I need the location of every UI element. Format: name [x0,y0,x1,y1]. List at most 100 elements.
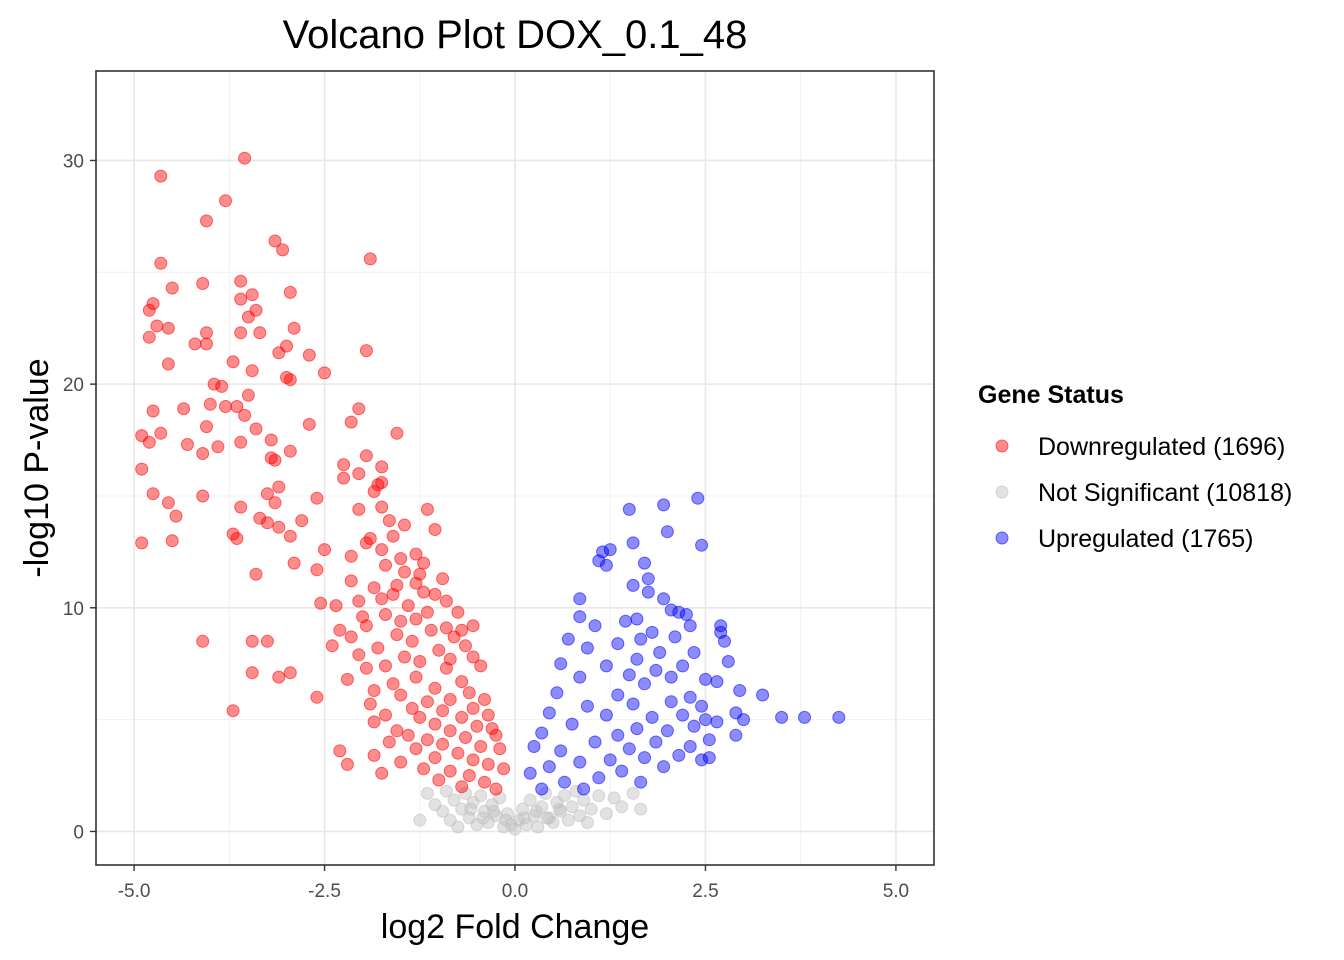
data-point [401,728,415,742]
data-point [737,713,750,727]
data-point [283,285,297,299]
data-point [260,487,274,501]
data-point [379,708,392,722]
data-point [664,670,678,684]
data-point [459,731,472,744]
data-point [599,558,613,572]
x-tick-label: -2.5 [308,881,341,902]
data-point [280,370,293,384]
data-point [552,802,566,816]
data-point [200,214,213,228]
data-point [340,757,354,771]
y-tick-label: 0 [73,822,84,843]
data-point [459,639,472,653]
data-point [409,547,423,561]
data-point [188,337,202,351]
data-point [409,742,423,756]
data-point [634,802,648,816]
data-point [367,684,381,697]
data-point [447,793,461,807]
data-point [466,650,480,664]
chart-title: Volcano Plot DOX_0.1_48 [283,13,748,57]
data-point [529,804,543,818]
data-point [367,581,381,595]
data-point [359,344,373,358]
data-point [398,565,411,579]
data-point [714,619,728,633]
data-point [451,820,465,834]
data-point [161,357,175,371]
data-point [577,793,591,807]
data-point [775,710,789,724]
data-point [493,742,507,756]
data-point [375,543,389,557]
data-point [577,782,591,796]
data-point [302,417,316,431]
data-point [196,489,210,503]
data-point [699,672,712,686]
data-point [398,650,411,664]
data-point [695,538,709,552]
data-point [371,478,385,492]
data-point [649,663,663,677]
data-point [638,751,651,765]
data-point [436,572,450,586]
data-point [420,733,434,747]
data-point [550,686,564,700]
data-point [588,619,602,633]
data-point [302,348,316,362]
data-point [554,744,568,758]
data-point [428,587,442,601]
data-point [657,498,671,512]
data-point [196,447,210,460]
data-point [599,807,613,821]
data-point [260,634,274,648]
data-point [169,509,183,523]
data-point [295,514,309,528]
data-point [561,632,575,646]
data-point [756,688,770,702]
data-point [588,735,602,749]
data-point [310,563,324,577]
data-point [451,746,465,760]
data-point [470,719,484,733]
data-point [443,764,457,778]
data-point [375,500,389,514]
data-point [695,753,709,767]
data-point [154,256,168,270]
data-point [344,574,358,588]
data-point [710,715,724,729]
data-point [615,800,629,814]
data-point [359,536,373,550]
data-point [481,757,495,771]
data-point [455,780,469,794]
legend-label: Downregulated (1696) [1038,433,1285,461]
data-point [420,502,434,516]
data-point [165,534,179,548]
data-point [603,543,617,557]
data-point [428,681,442,695]
data-point [211,440,225,454]
data-point [474,740,488,753]
data-point [394,614,408,628]
data-point [432,773,446,787]
data-point [272,670,286,684]
data-point [603,753,617,767]
data-point [367,748,381,762]
data-point [180,438,194,451]
data-point [253,511,267,525]
data-point [234,292,248,306]
data-point [238,151,252,165]
x-tick-label: 2.5 [692,881,718,902]
data-point [489,782,503,796]
data-point [540,811,554,825]
data-point [592,771,606,785]
data-point [154,169,168,183]
data-point [481,708,495,722]
data-point [359,661,373,675]
data-point [409,612,423,626]
data-point [394,552,408,566]
data-point [375,592,389,606]
data-point [695,699,709,713]
data-point [584,802,598,816]
